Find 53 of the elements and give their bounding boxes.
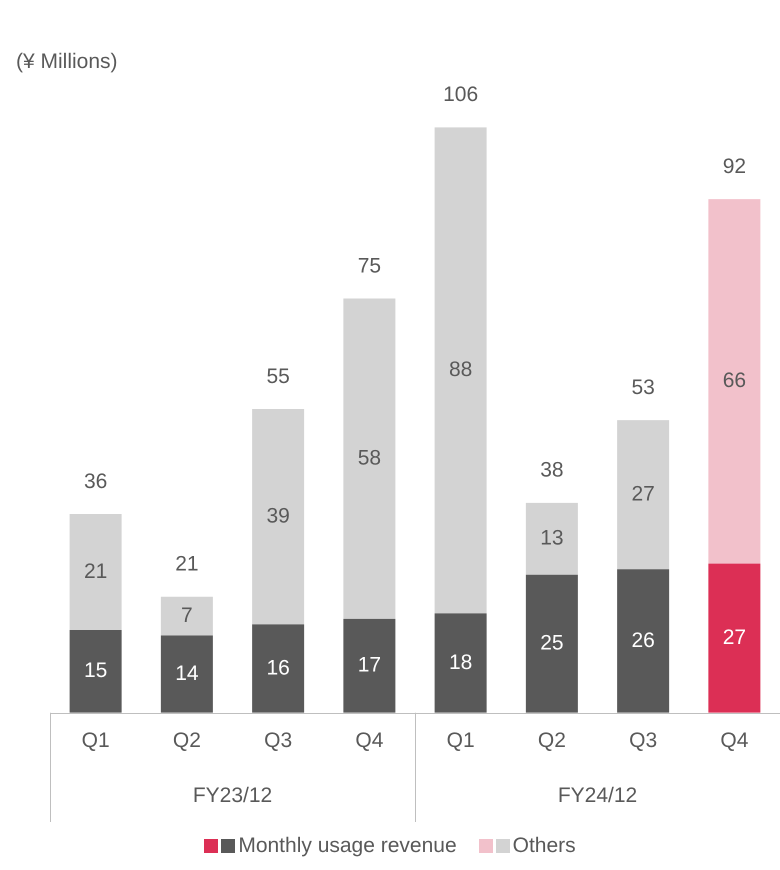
bar [343,618,396,713]
bar [160,596,213,636]
bar [160,635,213,713]
data-label: 26 [631,628,655,652]
total-label: 92 [722,154,746,178]
bar [70,630,122,713]
text: FY24/12 [558,784,638,807]
total-label: 75 [358,254,382,278]
bar [617,569,670,713]
x-tick-label: Q1 [446,729,475,752]
bar [70,514,122,630]
text: FY23/12 [192,784,272,807]
total-label: 21 [175,552,199,576]
bar [343,298,396,619]
data-label: 66 [722,369,746,392]
data-label: 27 [631,482,655,506]
bar [617,420,670,570]
x-tick-label: Q3 [629,729,658,752]
bar [434,613,487,713]
data-label: 39 [266,504,290,528]
data-label: 17 [358,654,382,677]
total-label: 36 [84,470,108,493]
total-label: 38 [540,458,564,482]
data-label: 18 [448,650,472,674]
data-label: 25 [540,632,564,655]
data-label: 7 [181,604,193,627]
x-tick-label: Q1 [82,729,110,752]
legend-label: Monthly usage revenue [238,834,457,858]
data-label: 13 [540,526,564,550]
total-label: 53 [631,376,655,399]
bar [708,564,760,713]
data-label: 88 [448,358,472,382]
x-tick-label: Q4 [720,729,749,752]
total-label: 55 [266,364,290,388]
data-label: 15 [84,659,108,682]
data-label: 21 [84,560,108,583]
x-tick-label: Q4 [355,729,384,752]
bar [252,409,304,624]
legend-label: Others [512,834,576,858]
data-label: 27 [722,626,746,650]
bar [708,199,760,564]
x-tick-label: Q2 [538,729,566,752]
x-tick-label: Q2 [172,729,201,752]
bar [434,127,487,614]
data-label: 58 [358,446,382,470]
total-label: 106 [443,83,478,106]
data-label: 16 [266,656,290,680]
x-tick-label: Q3 [264,729,292,752]
data-label: 14 [175,662,199,685]
y-axis-title: (¥ Millions) [16,50,118,73]
bar [526,574,578,713]
bar [252,624,304,713]
bar [526,502,578,575]
